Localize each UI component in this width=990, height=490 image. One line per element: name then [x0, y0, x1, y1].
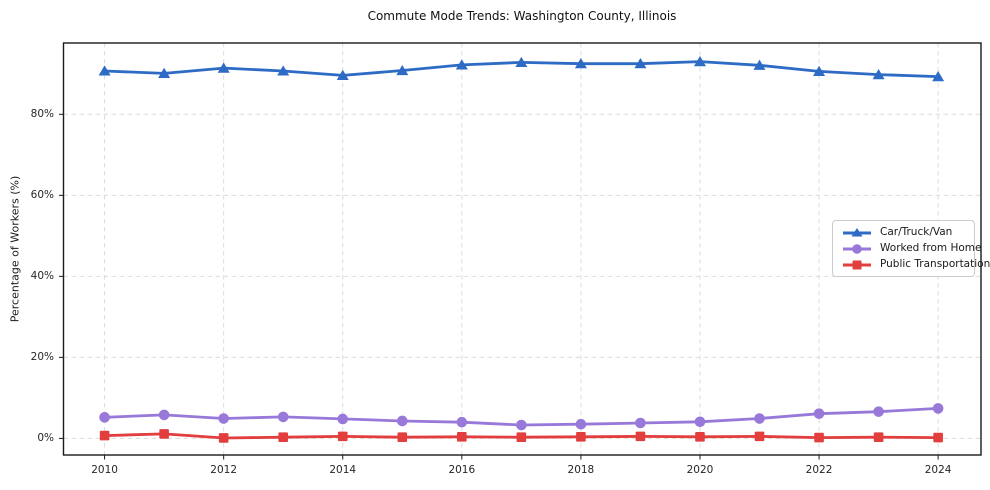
data-point-marker [218, 433, 229, 443]
y-tick-label: 60% [30, 189, 54, 202]
data-point-marker [456, 416, 468, 428]
data-point-marker [574, 58, 587, 69]
data-point-marker [158, 409, 170, 421]
legend-item-public-transportation: Public Transportation [842, 258, 990, 271]
data-point-marker [754, 413, 765, 424]
data-point-marker [277, 65, 290, 76]
data-point-marker [932, 71, 945, 82]
data-point-marker [635, 431, 646, 442]
x-tick-label: 2022 [805, 464, 833, 476]
x-tick-label: 2012 [210, 464, 238, 476]
y-tick-label: 20% [30, 351, 54, 364]
data-point-marker [576, 431, 586, 442]
x-tick-label: 2020 [686, 464, 714, 476]
axes-border [62, 42, 982, 456]
x-tick-label: 2016 [448, 464, 476, 476]
legend-marker-circle-icon [843, 243, 871, 254]
data-point-marker [813, 65, 826, 76]
data-point-marker [635, 417, 646, 429]
data-point-marker [693, 56, 706, 67]
data-point-marker [396, 415, 408, 427]
y-tick-label: 80% [30, 108, 54, 121]
data-point-marker [99, 430, 110, 441]
data-point-marker [278, 432, 288, 442]
legend: Car/Truck/Van Worked from Home Public Tr… [832, 220, 990, 277]
data-point-marker [159, 429, 169, 439]
legend-marker-square-icon [843, 260, 871, 269]
data-point-marker [694, 416, 706, 428]
data-point-marker [455, 59, 468, 70]
data-point-marker [575, 418, 587, 430]
legend-label: Worked from Home [880, 242, 982, 254]
data-point-marker [98, 65, 111, 76]
data-point-marker [218, 413, 229, 424]
legend-label: Public Transportation [880, 258, 990, 270]
x-tick-label: 2014 [329, 464, 357, 476]
data-point-marker [516, 432, 527, 442]
data-point-marker [217, 62, 230, 73]
chart-title: Commute Mode Trends: Washington County, … [367, 9, 677, 23]
data-point-marker [813, 408, 825, 419]
x-tick-label: 2024 [924, 464, 952, 476]
data-point-marker [872, 68, 885, 80]
data-point-marker [337, 413, 349, 425]
data-point-marker [873, 406, 884, 417]
data-point-marker [336, 69, 349, 81]
legend-label: Car/Truck/Van [880, 226, 953, 238]
data-point-marker [158, 67, 171, 78]
data-point-marker [397, 432, 408, 442]
data-point-marker [457, 431, 467, 442]
data-point-marker [396, 64, 409, 76]
x-tick-label: 2010 [91, 464, 118, 476]
data-point-marker [933, 432, 943, 443]
data-point-marker [814, 432, 824, 443]
data-point-marker [634, 58, 647, 69]
data-point-marker [99, 412, 110, 423]
data-point-marker [695, 431, 705, 442]
data-point-marker [516, 419, 527, 431]
legend-item-car-truck-van: Car/Truck/Van [842, 226, 968, 239]
y-tick-label: 40% [30, 270, 54, 283]
x-tick-label: 2018 [567, 464, 595, 476]
y-tick-label: 0% [37, 432, 54, 445]
data-point-marker [754, 431, 765, 442]
data-point-marker [753, 59, 766, 70]
data-point-marker [337, 431, 348, 442]
data-point-marker [932, 403, 944, 414]
data-point-marker [277, 411, 289, 423]
legend-marker-triangle-icon [843, 227, 871, 236]
data-point-marker [515, 56, 528, 68]
data-point-marker [873, 432, 884, 442]
legend-item-worked-from-home: Worked from Home [842, 242, 981, 255]
